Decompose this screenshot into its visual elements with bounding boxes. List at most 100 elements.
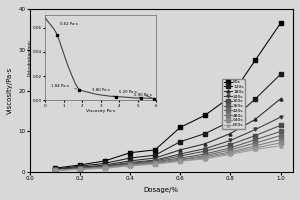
- Line: 60s: 60s: [53, 22, 282, 170]
- Y-axis label: Viscosity/Pa·s: Viscosity/Pa·s: [7, 67, 13, 114]
- 480s: [254, 145, 257, 147]
- 300s: [53, 169, 57, 171]
- 300s: [229, 143, 232, 146]
- 180s: [103, 164, 107, 166]
- Line: 480s: 480s: [53, 138, 282, 172]
- 480s: [128, 164, 132, 166]
- 300s: [203, 150, 207, 152]
- 600s: [153, 163, 157, 165]
- 120s: [178, 140, 182, 143]
- 480s: [229, 151, 232, 153]
- 600s: [279, 145, 282, 147]
- 180s: [128, 160, 132, 162]
- 480s: [53, 169, 57, 171]
- 360s: [178, 157, 182, 159]
- 600s: [103, 167, 107, 169]
- 540s: [279, 142, 282, 144]
- 420s: [153, 161, 157, 164]
- Line: 360s: 360s: [53, 130, 282, 172]
- 180s: [178, 149, 182, 151]
- 420s: [254, 142, 257, 144]
- 480s: [103, 166, 107, 169]
- 540s: [103, 167, 107, 169]
- 300s: [279, 124, 282, 127]
- 240s: [254, 128, 257, 131]
- 360s: [254, 138, 257, 141]
- Legend: 60s, 120s, 180s, 240s, 300s, 360s, 420s, 480s, 540s, 600s: 60s, 120s, 180s, 240s, 300s, 360s, 420s,…: [222, 79, 245, 129]
- Line: 120s: 120s: [53, 73, 282, 171]
- 60s: [53, 167, 57, 169]
- 240s: [229, 139, 232, 142]
- 60s: [178, 126, 182, 129]
- 300s: [254, 134, 257, 137]
- 540s: [178, 160, 182, 162]
- Line: 300s: 300s: [53, 124, 282, 172]
- 540s: [203, 157, 207, 159]
- 540s: [229, 152, 232, 154]
- 540s: [128, 164, 132, 167]
- 600s: [203, 158, 207, 160]
- 360s: [78, 167, 82, 170]
- Line: 420s: 420s: [53, 134, 282, 172]
- 180s: [53, 168, 57, 171]
- 300s: [128, 162, 132, 165]
- Line: 600s: 600s: [53, 144, 282, 172]
- 60s: [153, 149, 157, 151]
- 420s: [103, 166, 107, 168]
- 120s: [78, 165, 82, 167]
- 420s: [229, 149, 232, 151]
- 480s: [178, 159, 182, 161]
- Line: 540s: 540s: [53, 141, 282, 172]
- 480s: [153, 162, 157, 165]
- X-axis label: Dosage/%: Dosage/%: [144, 187, 179, 193]
- 180s: [229, 132, 232, 135]
- 60s: [128, 152, 132, 154]
- 300s: [103, 165, 107, 167]
- 60s: [203, 114, 207, 116]
- 480s: [279, 138, 282, 141]
- 240s: [178, 153, 182, 155]
- 180s: [153, 157, 157, 159]
- 600s: [128, 165, 132, 167]
- 60s: [78, 164, 82, 166]
- 240s: [153, 159, 157, 161]
- 240s: [128, 161, 132, 164]
- 420s: [279, 134, 282, 137]
- 600s: [78, 168, 82, 171]
- 120s: [103, 162, 107, 165]
- 420s: [78, 167, 82, 170]
- 420s: [128, 163, 132, 166]
- 180s: [279, 98, 282, 100]
- 360s: [279, 130, 282, 133]
- 120s: [153, 154, 157, 156]
- 300s: [178, 155, 182, 157]
- 60s: [229, 96, 232, 98]
- 540s: [53, 169, 57, 171]
- 540s: [153, 163, 157, 165]
- 420s: [53, 169, 57, 171]
- 240s: [78, 167, 82, 169]
- 360s: [153, 161, 157, 163]
- 600s: [254, 148, 257, 151]
- 120s: [128, 157, 132, 159]
- 240s: [203, 147, 207, 150]
- 300s: [78, 167, 82, 169]
- 240s: [103, 165, 107, 167]
- 480s: [78, 168, 82, 170]
- 360s: [53, 169, 57, 171]
- 360s: [103, 165, 107, 168]
- 600s: [53, 169, 57, 171]
- 120s: [53, 168, 57, 170]
- 120s: [254, 98, 257, 100]
- 120s: [229, 120, 232, 122]
- 60s: [254, 59, 257, 61]
- 360s: [229, 147, 232, 149]
- 360s: [128, 163, 132, 165]
- 420s: [203, 154, 207, 157]
- 540s: [78, 168, 82, 170]
- 420s: [178, 158, 182, 160]
- 60s: [279, 22, 282, 24]
- Line: 240s: 240s: [53, 116, 282, 171]
- 120s: [279, 73, 282, 76]
- 180s: [254, 118, 257, 120]
